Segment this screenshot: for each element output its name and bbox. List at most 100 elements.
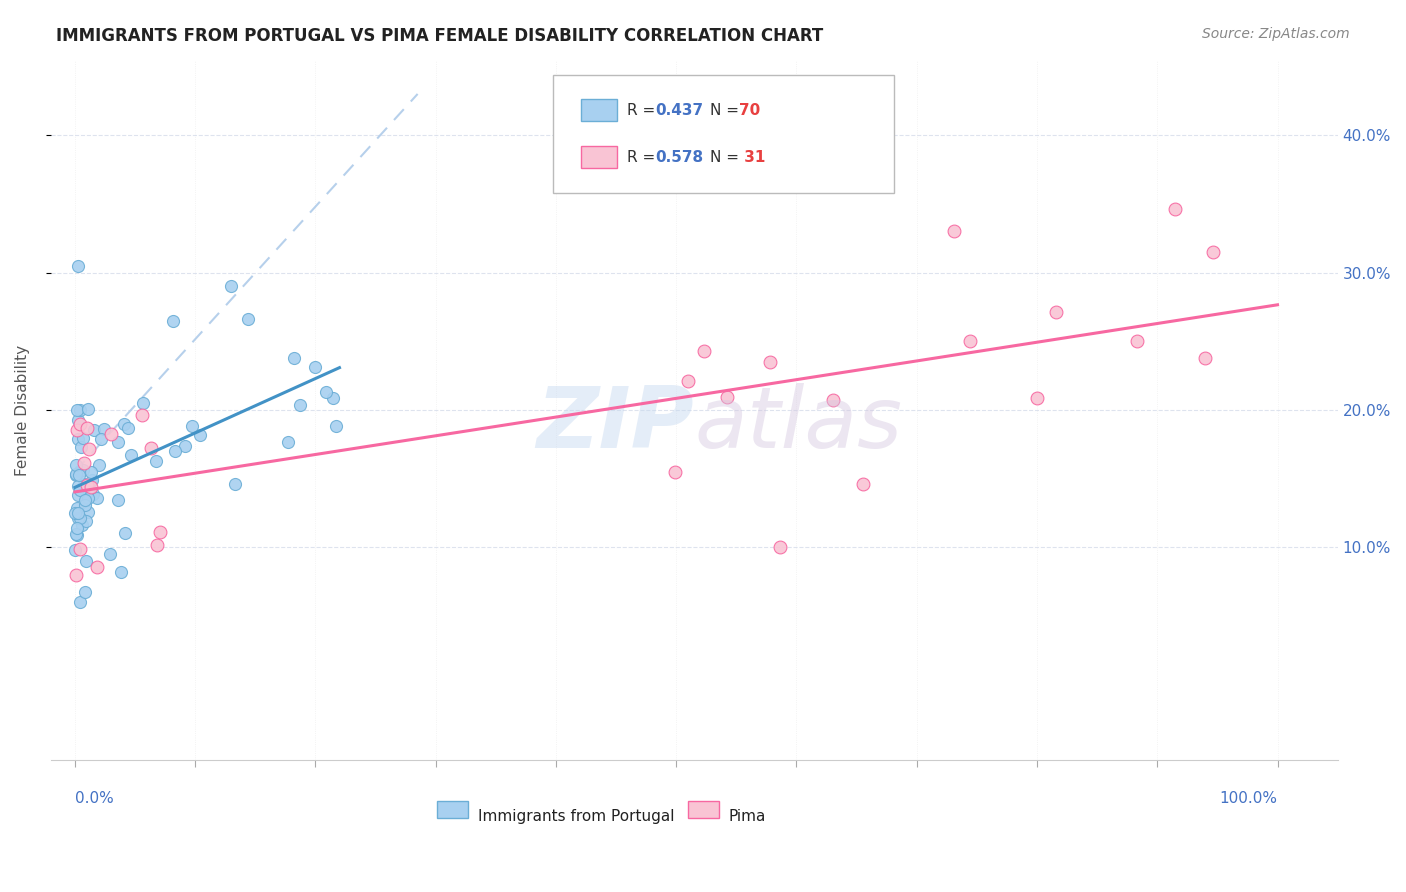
Point — [77, 505, 100, 519]
Point — [69, 511, 91, 525]
Text: 0.437: 0.437 — [655, 103, 704, 118]
Point — [145, 454, 167, 468]
Point — [224, 477, 246, 491]
Text: N =: N = — [710, 103, 744, 118]
Point — [1202, 244, 1225, 259]
Text: 70: 70 — [740, 103, 761, 118]
Point — [65, 458, 87, 472]
Y-axis label: Female Disability: Female Disability — [15, 344, 30, 475]
Point — [76, 491, 98, 506]
Point — [80, 480, 103, 494]
Point — [117, 421, 139, 435]
Point — [66, 423, 89, 437]
Text: R =: R = — [627, 103, 661, 118]
Point — [66, 488, 89, 502]
Point — [716, 390, 738, 404]
Point — [83, 423, 105, 437]
FancyBboxPatch shape — [553, 75, 894, 193]
Point — [69, 403, 91, 417]
Point — [69, 417, 91, 431]
Point — [1025, 391, 1047, 405]
Point — [219, 279, 242, 293]
Point — [236, 312, 259, 326]
Point — [1164, 202, 1187, 217]
Point — [165, 443, 187, 458]
Text: Source: ZipAtlas.com: Source: ZipAtlas.com — [1202, 27, 1350, 41]
Point — [82, 487, 104, 501]
Point — [69, 483, 91, 497]
Text: 100.0%: 100.0% — [1219, 791, 1278, 806]
Point — [66, 402, 89, 417]
Point — [942, 224, 965, 238]
Text: atlas: atlas — [695, 383, 903, 466]
Point — [86, 491, 108, 506]
Point — [162, 314, 184, 328]
Point — [87, 458, 110, 472]
FancyBboxPatch shape — [581, 145, 617, 169]
Point — [93, 422, 115, 436]
Point — [67, 259, 90, 273]
Point — [98, 547, 121, 561]
Point — [120, 448, 142, 462]
Point — [325, 419, 347, 434]
Point — [66, 506, 89, 520]
Point — [76, 420, 98, 434]
FancyBboxPatch shape — [437, 801, 468, 818]
Point — [73, 477, 96, 491]
FancyBboxPatch shape — [688, 801, 718, 818]
Point — [77, 402, 100, 417]
Point — [73, 456, 96, 470]
Point — [69, 595, 91, 609]
Point — [65, 506, 87, 520]
Point — [77, 442, 100, 456]
Point — [66, 521, 89, 535]
Point — [75, 584, 97, 599]
Point — [132, 396, 155, 410]
Point — [66, 511, 89, 525]
Point — [107, 434, 129, 449]
Point — [304, 359, 326, 374]
Point — [321, 392, 343, 406]
Point — [149, 525, 172, 540]
Text: 0.578: 0.578 — [655, 150, 704, 164]
Point — [100, 427, 122, 442]
Point — [823, 392, 845, 407]
Point — [174, 439, 197, 453]
Point — [75, 554, 97, 568]
Point — [1045, 305, 1067, 319]
Point — [67, 479, 90, 493]
Point — [290, 398, 312, 412]
Point — [188, 428, 211, 442]
Point — [131, 408, 153, 422]
Point — [69, 464, 91, 478]
Point — [315, 384, 337, 399]
Point — [70, 440, 93, 454]
Point — [80, 473, 103, 487]
Point — [110, 566, 132, 580]
Text: N =: N = — [710, 150, 744, 164]
Point — [139, 441, 162, 455]
Point — [678, 374, 700, 388]
Point — [277, 434, 299, 449]
Point — [63, 543, 86, 558]
Text: 0.0%: 0.0% — [75, 791, 114, 806]
Point — [112, 417, 135, 431]
Point — [851, 476, 873, 491]
Point — [90, 432, 112, 446]
Point — [114, 525, 136, 540]
Point — [75, 493, 97, 508]
Point — [77, 482, 100, 496]
Point — [181, 418, 204, 433]
Point — [72, 431, 94, 445]
Point — [76, 478, 98, 492]
Point — [65, 527, 87, 541]
Point — [65, 467, 87, 481]
FancyBboxPatch shape — [581, 99, 617, 121]
Point — [73, 498, 96, 512]
Point — [664, 465, 686, 479]
Text: Immigrants from Portugal: Immigrants from Portugal — [478, 809, 675, 824]
Point — [67, 413, 90, 427]
Point — [65, 467, 87, 482]
Text: Pima: Pima — [728, 809, 766, 824]
Point — [67, 468, 90, 483]
